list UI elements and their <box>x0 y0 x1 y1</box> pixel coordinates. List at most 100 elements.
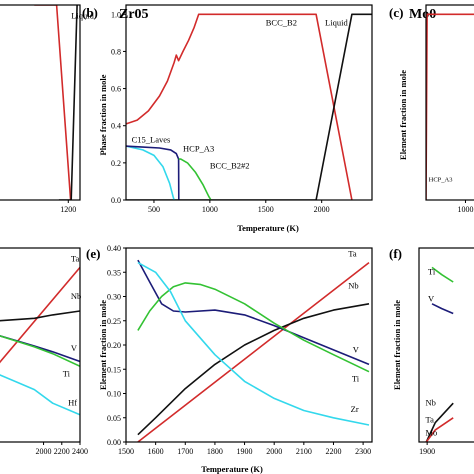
panel-d-series-ta <box>0 266 80 364</box>
panel-f-frame <box>418 247 474 443</box>
panel-b-series-c15-laves <box>126 145 175 200</box>
panel-d-series-hf <box>0 374 80 416</box>
panel-b: (b) Zr05 500 1000 1500 20000.00.20.40.60.81… <box>82 4 373 233</box>
panel-e-xtick-label: 1800 <box>207 447 223 456</box>
panel-d-series-nb <box>0 310 80 322</box>
panel-f-series-nb <box>425 402 454 442</box>
panel-e: (e) 1500 1600 1700 1800 1900 2000 2100 2200 2300… <box>86 244 373 474</box>
panel-e-ylabel: Element fraction in mole <box>98 300 108 390</box>
panel-e-annotation: V <box>353 344 360 354</box>
panel-b-series-bcc-b2 <box>126 13 353 200</box>
panel-c-series-series-0 <box>426 13 474 200</box>
panel-e-xlabel: Temperature (K) <box>201 464 263 474</box>
panel-d-series-group <box>0 266 80 416</box>
panel-c-plot: 1000 HCP_A3 <box>425 4 474 214</box>
panel-b-series-group <box>126 13 372 200</box>
panel-b-annotation: C15_Laves <box>132 134 171 144</box>
panel-d-annotation: Ta <box>71 254 80 264</box>
panel-f: (f) 1900 Ti V Nb Ta Mo Element fraction in mo… <box>389 246 474 456</box>
panel-c-series-group <box>426 13 474 200</box>
panel-b-annotation: Liquid <box>325 17 348 27</box>
panel-e-ytick-label: 0.05 <box>107 414 121 423</box>
panel-e-xtick-label: 1600 <box>148 447 164 456</box>
panel-f-xtick-label: 1900 <box>419 447 435 456</box>
panel-f-series-ta <box>425 417 454 442</box>
panel-a-plot: 1200 Liquid <box>0 4 95 214</box>
panel-b-frame <box>125 4 373 201</box>
panel-e-annotation: Nb <box>348 281 358 291</box>
panel-c: (c) Mo0 1000 HCP_A3 Element fraction in m… <box>389 4 474 214</box>
panel-c-letter: (c) <box>389 5 403 20</box>
panel-d-series-ti <box>0 335 80 368</box>
panel-e-xtick-label: 2000 <box>266 447 282 456</box>
panel-b-ytick-label: 0.4 <box>111 122 121 131</box>
panel-f-plot: 1900 Ti V Nb Ta Mo <box>418 247 474 456</box>
panel-e-ytick-label: 0.10 <box>107 390 121 399</box>
panel-b-xlabel: Temperature (K) <box>237 223 299 233</box>
panel-b-letter: (b) <box>82 5 98 20</box>
panel-e-ytick-label: 0.00 <box>107 438 121 447</box>
panel-e-frame <box>125 247 373 443</box>
panel-b-ytick-label: 0.6 <box>111 85 121 94</box>
panel-e-xtick-label: 2300 <box>355 447 371 456</box>
panel-b-series-liquid <box>126 13 372 200</box>
panel-e-series-v <box>137 259 370 366</box>
panel-b-ytick-label: 0.0 <box>111 196 121 205</box>
panel-e-annotation: Zr <box>351 404 359 414</box>
panel-e-ytick-label: 0.40 <box>107 244 121 253</box>
panel-f-letter: (f) <box>389 246 402 261</box>
panel-e-ytick-label: 0.35 <box>107 268 121 277</box>
panel-b-series-hcp-a3 <box>126 145 180 200</box>
panel-d-xtick-label: 2200 <box>54 447 70 456</box>
panel-e-ytick-label: 0.30 <box>107 293 121 302</box>
panel-e-annotation: Ti <box>352 373 360 383</box>
panel-e-xtick-label: 1900 <box>237 447 253 456</box>
panel-f-annotation: Mo <box>426 428 438 438</box>
panel-d-annotation: Ti <box>63 369 71 379</box>
panel-e-xtick-label: 2100 <box>296 447 312 456</box>
panel-b-annotation: HCP_A3 <box>183 144 214 154</box>
panel-e-ytick-label: 0.25 <box>107 317 121 326</box>
panel-f-annotation: V <box>428 293 435 303</box>
panel-d-annotation: Hf <box>68 398 77 408</box>
panel-b-ytick-label: 0.2 <box>111 159 121 168</box>
panel-f-series-ti <box>431 266 454 283</box>
panel-a-xtick-label: 1200 <box>60 205 76 214</box>
panel-f-annotation: Ta <box>426 415 435 425</box>
panel-a-annotation: Liquid <box>71 11 94 21</box>
panel-e-series-group <box>137 259 370 442</box>
panel-e-ytick-label: 0.15 <box>107 365 121 374</box>
panel-d-xtick-label: 2000 <box>36 447 52 456</box>
panel-c-ylabel: Element fraction in mole <box>398 70 408 160</box>
panel-e-series-nb <box>137 303 370 436</box>
panel-d-annotation: V <box>71 343 78 353</box>
panel-b-xtick-label: 2000 <box>314 205 330 214</box>
panel-f-annotation: Ti <box>428 267 436 277</box>
panel-b-xtick-label: 1500 <box>258 205 274 214</box>
panel-c-annotation: HCP_A3 <box>429 176 453 183</box>
panel-e-series-ta <box>137 261 370 442</box>
panel-e-series-ti <box>137 282 370 373</box>
panel-a-series-group <box>34 5 78 200</box>
panel-f-series-v <box>431 303 454 315</box>
panel-e-letter: (e) <box>86 246 100 261</box>
panel-a-series-liquid <box>58 5 78 200</box>
panel-e-xtick-label: 2200 <box>325 447 341 456</box>
panel-c-xtick-label: 1000 <box>457 205 473 214</box>
panel-f-ylabel: Element fraction in mole <box>392 300 402 390</box>
panel-b-annotation: BCC_B2 <box>266 17 297 27</box>
panel-b-xtick-label: 500 <box>148 205 160 214</box>
panel-d-frame <box>0 247 81 443</box>
panel-d-plot: 2000 2200 2400 Ta Nb V Ti Hf <box>0 247 88 456</box>
panel-f-annotation: Nb <box>426 398 436 408</box>
panel-e-xtick-label: 1700 <box>177 447 193 456</box>
panel-b-ylabel: Phase fraction in mole <box>98 74 108 155</box>
panel-c-frame <box>425 4 474 201</box>
panel-b-annotation: BCC_B2#2 <box>210 160 250 170</box>
panel-e-plot: 1500 1600 1700 1800 1900 2000 2100 2200 2300 0.00… <box>107 244 373 456</box>
panel-e-annotation: Ta <box>348 249 357 259</box>
panel-b-ytick-label: 0.8 <box>111 47 121 56</box>
panel-b-series-bcc-b2-2 <box>178 158 212 200</box>
panel-d-xtick-label: 2400 <box>72 447 88 456</box>
